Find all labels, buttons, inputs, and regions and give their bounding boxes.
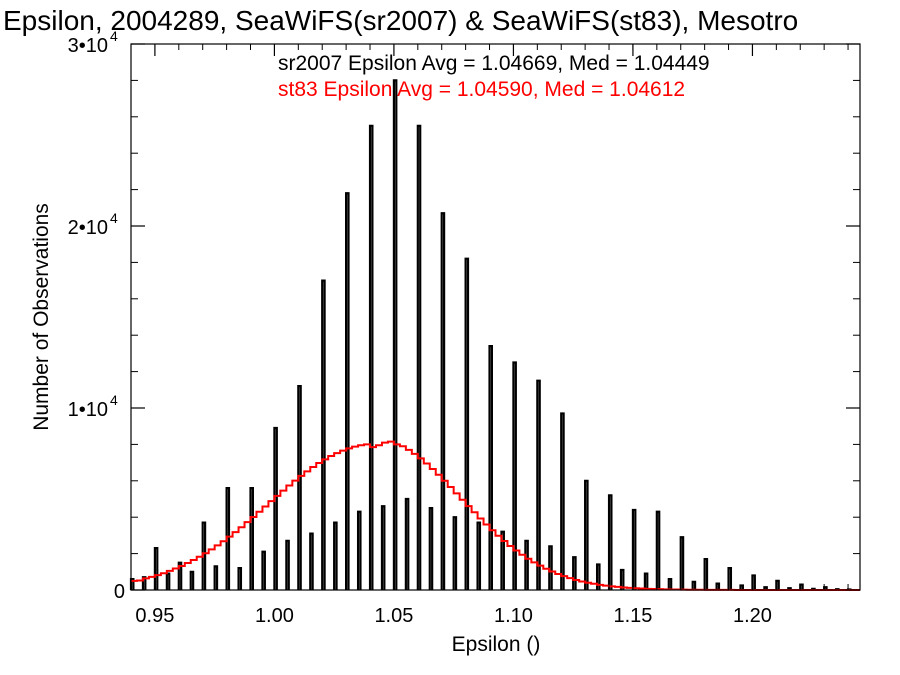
annotation-sr2007: sr2007 Epsilon Avg = 1.04669, Med = 1.04… <box>278 52 710 75</box>
x-tick-label: 1.15 <box>613 605 652 627</box>
axes-layer <box>130 43 861 591</box>
chart-title: Epsilon, 2004289, SeaWiFS(sr2007) & SeaW… <box>3 5 798 36</box>
y-axis-label: Number of Observations <box>30 203 53 431</box>
annotation-st83: st83 Epsilon Avg = 1.04590, Med = 1.0461… <box>278 78 685 101</box>
y-tick-label: 1•10 <box>68 399 108 421</box>
x-axis-label: Epsilon () <box>452 633 541 656</box>
y-tick-label: 3•10 <box>68 35 108 57</box>
x-tick-label: 0.95 <box>135 605 174 627</box>
y-tick-label: 2•10 <box>68 217 108 239</box>
x-tick-label: 1.10 <box>494 605 533 627</box>
y-tick-exponent: 4 <box>110 210 118 226</box>
y-tick-exponent: 4 <box>110 28 118 44</box>
x-tick-label: 1.00 <box>255 605 294 627</box>
x-tick-label: 1.20 <box>733 605 772 627</box>
plot-frame <box>130 43 861 591</box>
x-tick-label: 1.05 <box>374 605 413 627</box>
y-tick-label: 0 <box>114 581 125 603</box>
series-0-outline <box>129 79 852 591</box>
y-tick-exponent: 4 <box>110 392 118 408</box>
series-0 <box>129 79 852 591</box>
series-layer <box>129 79 860 591</box>
